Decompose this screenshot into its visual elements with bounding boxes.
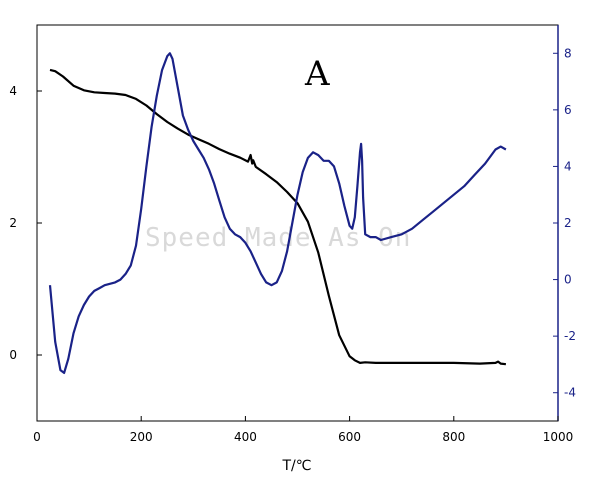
right-tick-label: 2 bbox=[564, 216, 572, 230]
right-tick-label: 0 bbox=[564, 273, 572, 287]
left-tick-label: 0 bbox=[9, 348, 17, 362]
left-tick-label: 4 bbox=[9, 84, 17, 98]
right-axis-ticks: -4 -2 0 2 4 6 8 bbox=[553, 46, 576, 400]
x-tick-label: 0 bbox=[33, 430, 41, 444]
x-tick-label: 600 bbox=[338, 430, 361, 444]
left-tick-label: 2 bbox=[9, 216, 17, 230]
series-left-tga-curve bbox=[49, 68, 507, 366]
x-axis-label: T/℃ bbox=[282, 458, 312, 474]
x-tick-label: 1000 bbox=[543, 430, 574, 444]
right-tick-label: 6 bbox=[564, 103, 572, 117]
watermark: Speed Made As On bbox=[145, 223, 411, 253]
x-tick-label: 800 bbox=[442, 430, 465, 444]
x-tick-label: 200 bbox=[130, 430, 153, 444]
right-tick-label: 4 bbox=[564, 159, 572, 173]
right-tick-label: 8 bbox=[564, 46, 572, 60]
right-tick-label: -4 bbox=[564, 386, 576, 400]
x-tick-label: 400 bbox=[234, 430, 257, 444]
x-axis-ticks: 0 200 400 600 800 1000 bbox=[33, 416, 573, 444]
left-axis-ticks: 0 2 4 bbox=[9, 84, 42, 362]
series-right-dsc-curve bbox=[48, 52, 507, 374]
panel-label: A bbox=[304, 54, 330, 94]
right-tick-label: -2 bbox=[564, 329, 576, 343]
